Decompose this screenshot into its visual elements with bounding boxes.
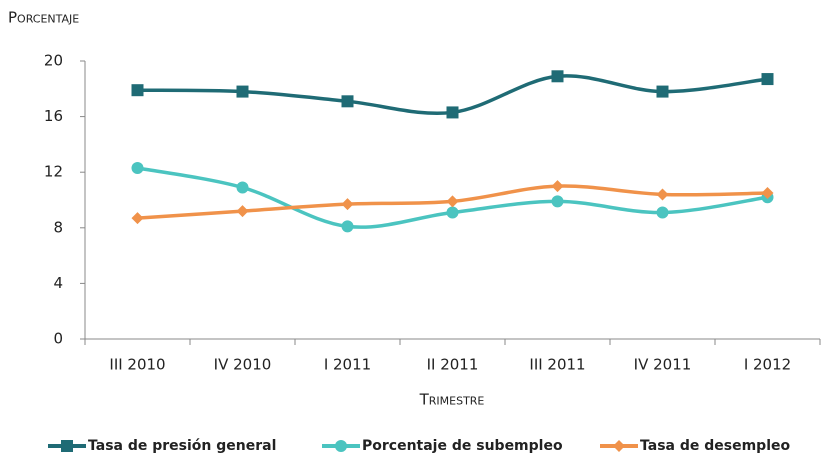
x-tick-label: IV 2011 (634, 356, 692, 374)
x-tick-label: I 2011 (324, 356, 371, 374)
x-tick-label: I 2012 (744, 356, 791, 374)
data-point (236, 85, 249, 98)
x-axis-label: Trimestre (419, 391, 485, 409)
data-point (131, 162, 144, 175)
data-point (551, 180, 564, 193)
data-point (446, 106, 459, 119)
data-point (761, 73, 774, 86)
data-point (446, 206, 459, 219)
y-tick-label: 16 (44, 107, 63, 125)
data-point (341, 198, 354, 211)
data-point (341, 95, 354, 108)
data-point (656, 206, 669, 219)
data-point (761, 187, 774, 200)
y-axis-label: Porcentaje (8, 9, 79, 27)
data-point (236, 205, 249, 218)
data-point (131, 84, 144, 97)
data-point (656, 85, 669, 98)
legend-marker (335, 440, 347, 452)
y-tick-label: 0 (53, 330, 63, 348)
data-point (446, 195, 459, 208)
data-point (236, 181, 249, 194)
legend-label: Porcentaje de subempleo (362, 438, 563, 454)
x-tick-label: III 2011 (529, 356, 585, 374)
y-tick-label: 12 (44, 163, 63, 181)
y-tick-label: 20 (44, 52, 63, 70)
data-point (341, 220, 354, 233)
data-point (656, 188, 669, 201)
legend-label: Tasa de desempleo (640, 438, 790, 454)
x-tick-label: III 2010 (109, 356, 165, 374)
data-point (551, 195, 564, 208)
y-tick-label: 8 (53, 218, 63, 236)
x-tick-label: II 2011 (427, 356, 479, 374)
legend-label: Tasa de presión general (88, 438, 276, 454)
legend-marker (61, 440, 73, 452)
data-point (551, 70, 564, 83)
y-tick-label: 4 (53, 274, 63, 292)
x-tick-label: IV 2010 (214, 356, 272, 374)
legend-marker (613, 440, 625, 452)
data-point (131, 212, 144, 225)
